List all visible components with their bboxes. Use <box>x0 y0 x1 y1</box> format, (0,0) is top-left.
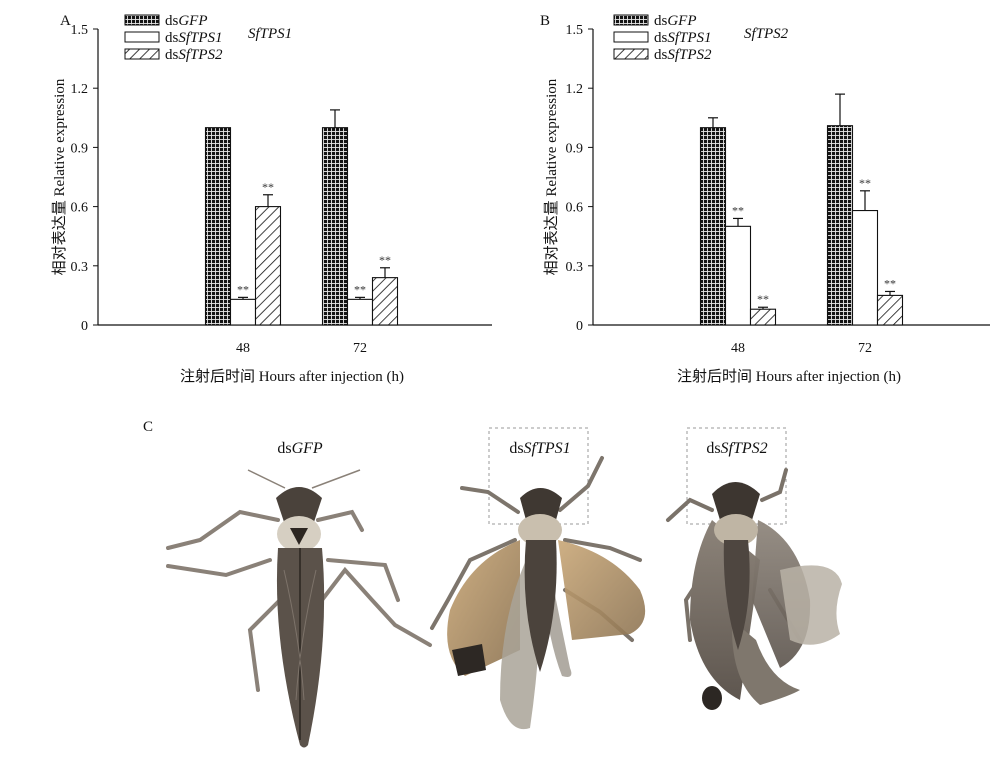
y-axis-title: 相对表达量 Relative expression <box>51 78 68 275</box>
legend-swatch <box>124 31 160 43</box>
insect-photo-dsgfp <box>166 469 432 748</box>
y-tick-label: 0.6 <box>566 201 584 216</box>
significance-label: ** <box>379 253 391 267</box>
svg-text:dsGFP: dsGFP <box>277 440 323 457</box>
bar <box>699 127 727 326</box>
panel-letter: A <box>60 13 71 29</box>
legend-label: dsSfTPS1 <box>654 30 712 46</box>
panel-b-chart: B 0 0.3 0.6 0.9 1.2 1.5 48 72 注射后时间 Hours after i… <box>540 13 990 385</box>
x-tick-label: 72 <box>353 341 367 356</box>
svg-text:dsSfTPS2: dsSfTPS2 <box>706 440 767 457</box>
significance-label: ** <box>859 176 871 190</box>
bar <box>724 225 752 326</box>
y-tick-label: 1.2 <box>71 82 89 97</box>
significance-label: ** <box>237 282 249 296</box>
y-tick-label: 0.6 <box>71 201 89 216</box>
legend-label: dsGFP <box>654 13 697 29</box>
x-tick-label: 48 <box>731 341 745 356</box>
photo-label-dsgfp: dsGFP <box>277 440 323 457</box>
y-tick-label: 0.3 <box>71 260 89 275</box>
svg-text:dsSfTPS1: dsSfTPS1 <box>509 440 570 457</box>
bar <box>371 277 399 326</box>
legend-swatch <box>613 31 649 43</box>
y-tick-label: 1.2 <box>566 82 584 97</box>
legend-swatch <box>124 48 160 60</box>
bar <box>851 209 879 326</box>
legend-label: dsSfTPS1 <box>165 30 223 46</box>
y-tick-label: 0.9 <box>566 141 584 156</box>
x-axis-title: 注射后时间 Hours after injection (h) <box>180 368 404 385</box>
legend-swatch <box>124 14 160 26</box>
legend-swatch <box>613 14 649 26</box>
bar <box>749 308 777 326</box>
significance-label: ** <box>732 203 744 217</box>
bar <box>204 127 232 326</box>
panel-c-photos: C dsGFP dsSfTPS1 dsSfTPS2 <box>143 419 842 748</box>
y-axis-title: 相对表达量 Relative expression <box>543 78 560 275</box>
significance-label: ** <box>884 276 896 290</box>
legend-label: dsGFP <box>165 13 208 29</box>
y-tick-label: 0.9 <box>71 141 89 156</box>
y-tick-label: 1.5 <box>71 23 89 38</box>
y-tick-label: 1.5 <box>566 23 584 38</box>
panel-a-chart: A 0 0.3 0.6 0.9 1.2 1.5 48 72 注射后时间 Hours after i… <box>51 13 492 385</box>
x-tick-label: 48 <box>236 341 250 356</box>
photo-label-dssftps1: dsSfTPS1 <box>488 427 589 525</box>
legend-label: dsSfTPS2 <box>654 47 712 63</box>
legend-label: dsSfTPS2 <box>165 47 223 63</box>
highlight-box <box>488 427 589 525</box>
panel-letter: B <box>540 13 550 29</box>
x-tick-label: 72 <box>858 341 872 356</box>
panel-letter-c: C <box>143 419 153 435</box>
bar <box>826 125 854 326</box>
bar <box>346 298 374 326</box>
bar <box>229 298 257 326</box>
legend-swatch <box>613 48 649 60</box>
chart-title: SfTPS1 <box>248 26 292 42</box>
x-axis-title: 注射后时间 Hours after injection (h) <box>677 368 901 385</box>
insect-photo-dssftps1 <box>430 456 646 730</box>
bar <box>321 127 349 326</box>
y-tick-label: 0 <box>81 319 88 334</box>
bar <box>876 294 904 326</box>
y-tick-label: 0 <box>576 319 583 334</box>
significance-label: ** <box>262 180 274 194</box>
insect-photo-dssftps2 <box>666 468 842 710</box>
significance-label: ** <box>757 292 769 306</box>
chart-title: SfTPS2 <box>744 26 789 42</box>
significance-label: ** <box>354 282 366 296</box>
y-tick-label: 0.3 <box>566 260 584 275</box>
bar <box>254 206 282 326</box>
